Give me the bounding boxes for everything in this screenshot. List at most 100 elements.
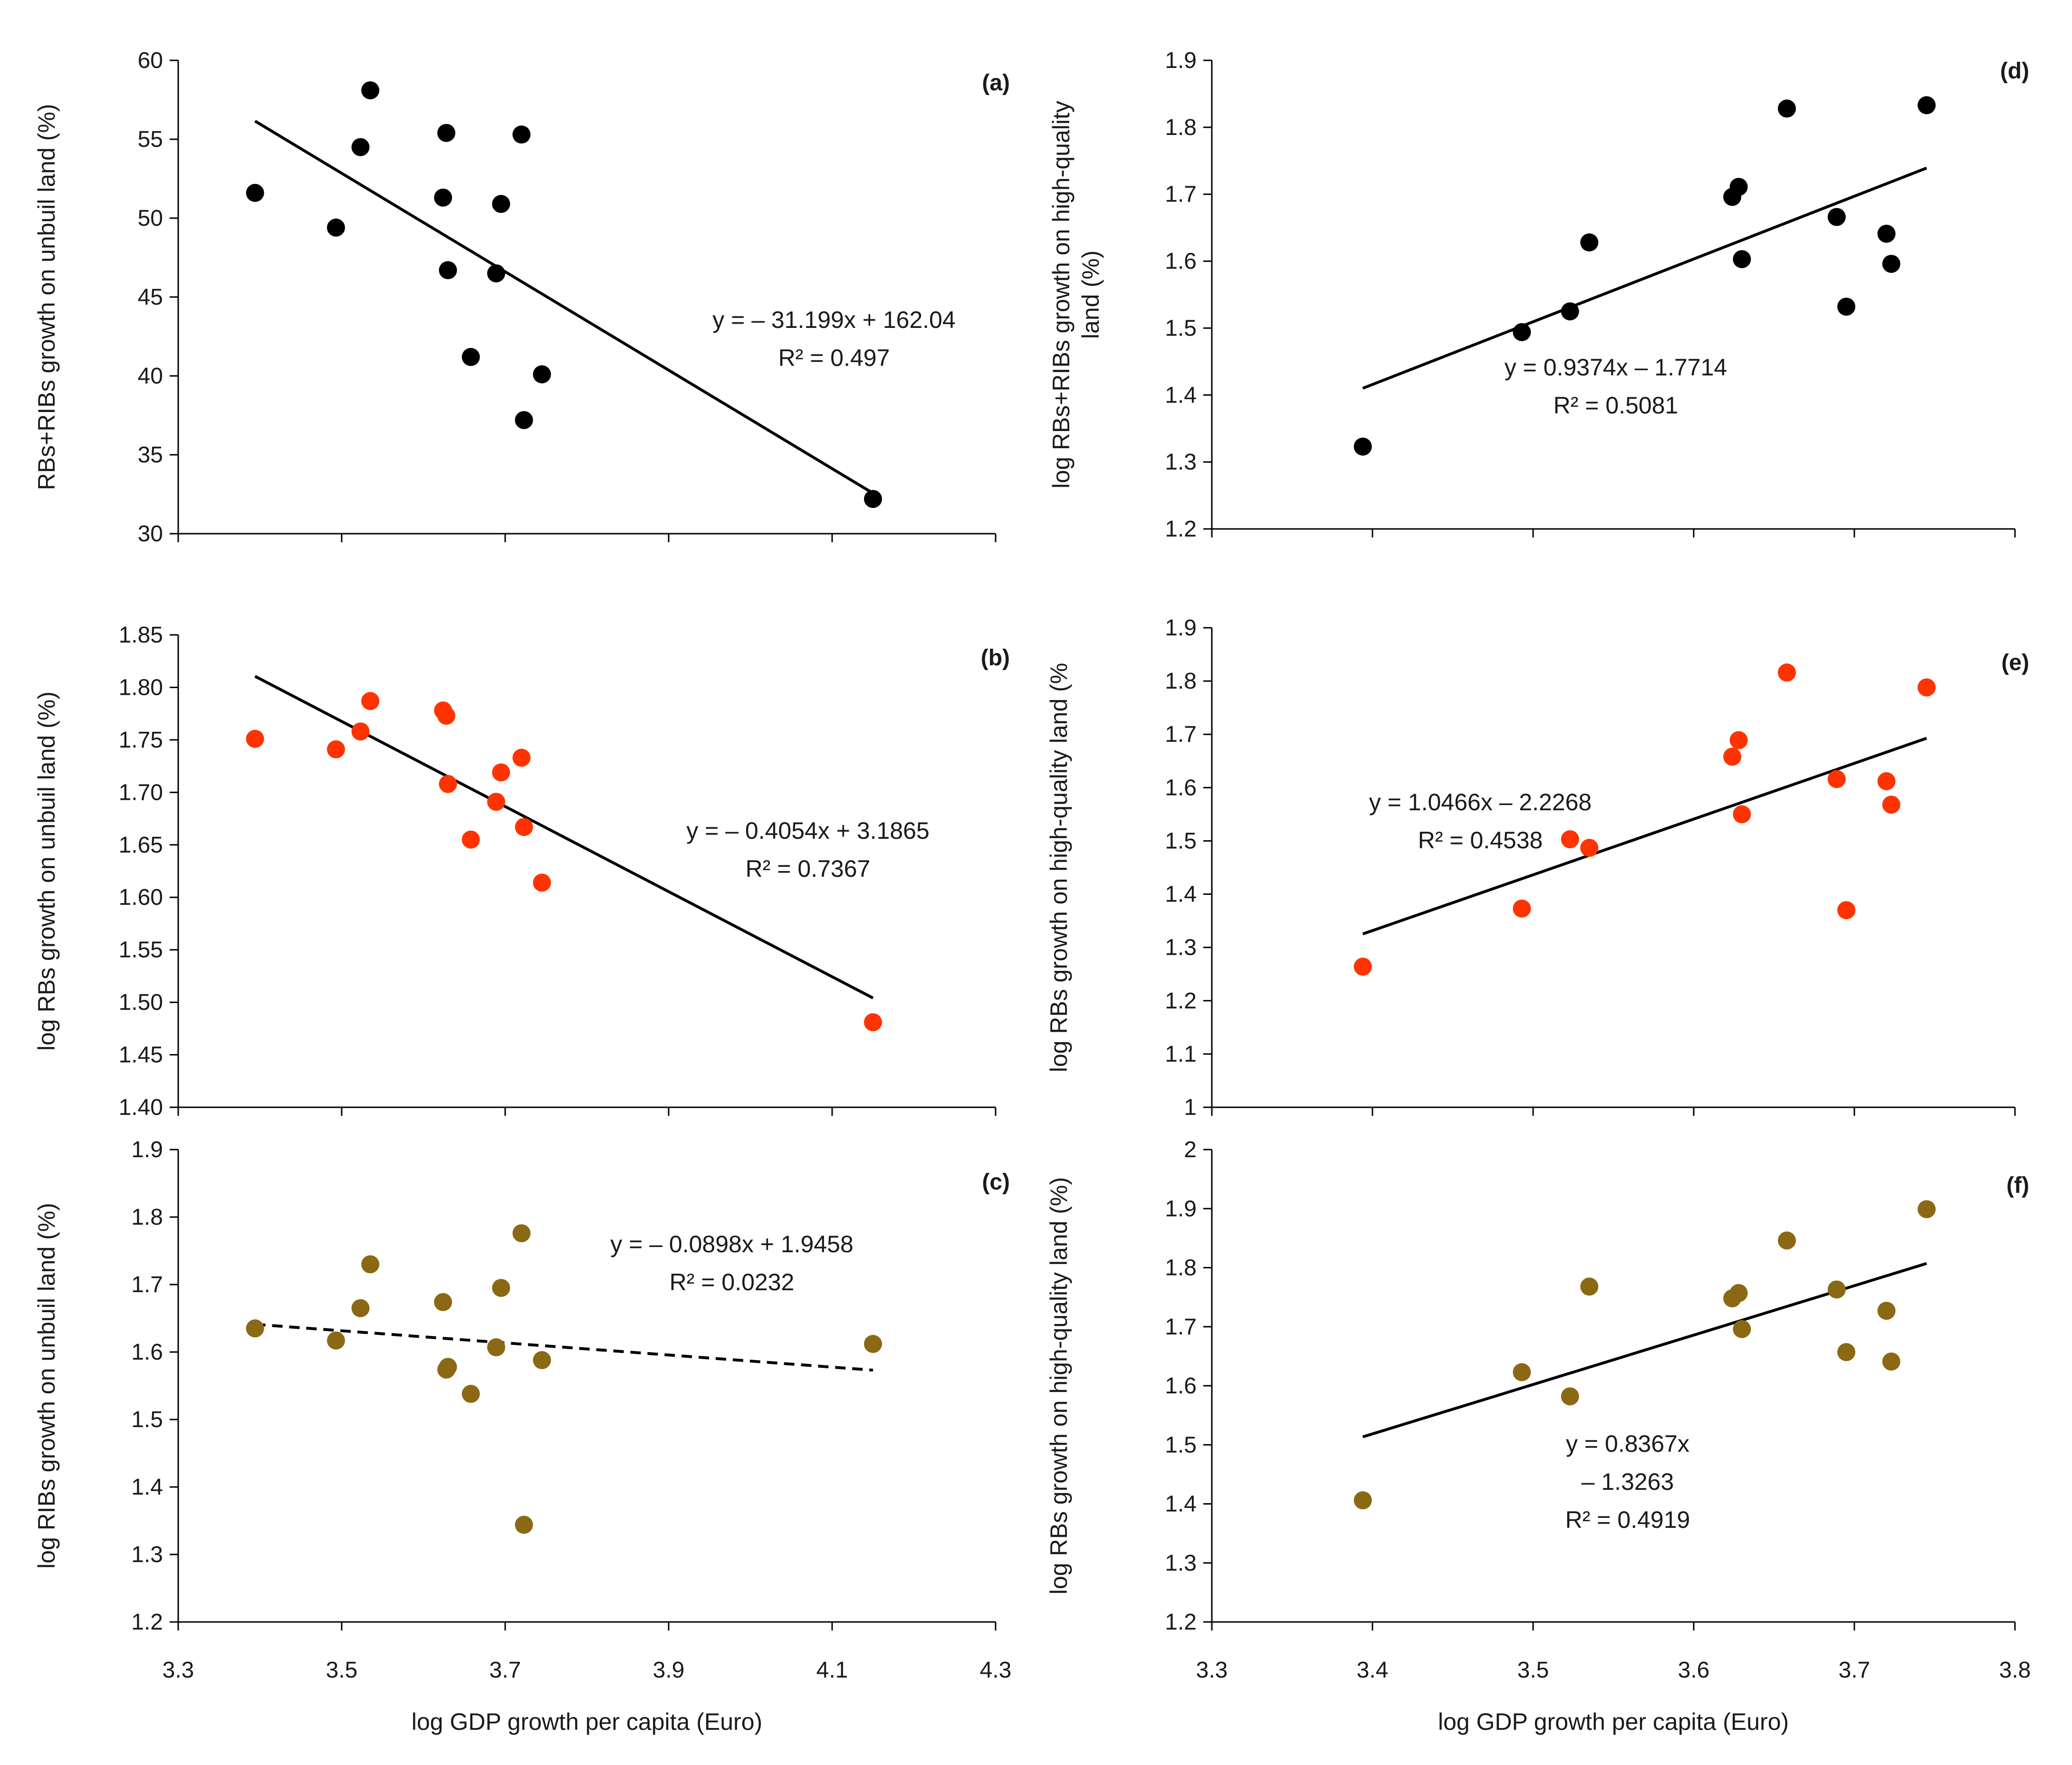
panel-label-f: (f) [2006,1173,2029,1198]
data-point [1729,1284,1748,1302]
data-point [492,763,510,782]
y-tick-label: 1.2 [1165,988,1197,1014]
data-point [1580,1277,1599,1296]
x-axis-title-f: log GDP growth per capita (Euro) [1438,1708,1789,1735]
y-tick-label: 1.6 [131,1340,163,1365]
data-point [1580,233,1599,252]
y-tick-label: 1.7 [1165,722,1197,747]
y-tick-label: 1.4 [1165,1492,1197,1517]
equation-text: y = – 0.4054x + 3.1865 [686,817,930,844]
y-tick-label: 1.9 [1165,615,1197,641]
x-tick-label: 3.9 [653,1658,685,1683]
panel-c: 1.2 1.3 1.4 1.5 1.6 1.7 1.8 1.9 3.3 3.5 3.7 3.9 4.1 4… [33,1137,1011,1735]
y-tick-label: 55 [138,127,163,152]
y-tick-label: 1.5 [1165,1432,1197,1458]
data-point [1561,302,1579,321]
data-point [326,218,345,237]
panel-e: 1 1.1 1.2 1.3 1.4 1.5 1.6 1.7 1.8 1.9 log RBs grow… [1046,615,2029,1120]
data-point [515,818,533,836]
data-point [512,748,531,767]
y-tick-label: 1.8 [1165,115,1197,140]
data-point [361,81,380,100]
x-tick-label: 3.7 [1839,1658,1871,1683]
panel-label-c: (c) [982,1170,1010,1195]
data-point [439,1358,457,1376]
y-tick-label: 1.7 [1165,182,1197,207]
data-point [246,183,264,202]
x-tick-label: 3.7 [489,1658,521,1683]
data-point [512,125,531,144]
r-squared-text: R² = 0.5081 [1554,392,1679,419]
r-squared-text: R² = 0.4919 [1565,1506,1690,1533]
y-tick-label: 1.6 [1165,249,1197,274]
panel-d: 1.2 1.3 1.4 1.5 1.6 1.7 1.8 1.9 log RBs+RIBs gro… [1048,48,2029,542]
y-tick-label: 40 [138,364,163,389]
data-point [351,138,370,156]
y-tick-label: 1.7 [1165,1314,1197,1340]
y-tick-label: 30 [138,521,163,547]
data-point [1561,830,1579,849]
data-point [361,1255,380,1274]
data-point [437,707,456,725]
y-tick-label: 1.60 [119,885,163,910]
data-point [351,1299,370,1317]
panel-label-b: (b) [981,645,1010,671]
x-axis-title-c: log GDP growth per capita (Euro) [412,1708,762,1735]
trendline-e [1362,737,1928,936]
x-tick-label: 3.4 [1357,1658,1389,1683]
trendline-a [254,120,874,495]
data-point [492,1279,510,1297]
data-point [246,1319,264,1338]
y-tick-label: 1.3 [131,1542,163,1567]
data-point [439,775,457,793]
y-tick-label: 1.9 [1165,48,1197,73]
data-point [1877,224,1896,243]
data-point [515,1516,533,1534]
y-tick-label: 1.55 [119,938,163,963]
data-point [1513,323,1531,341]
y-tick-label: 1.50 [119,990,163,1015]
data-point [246,729,264,748]
x-tick-label: 4.1 [816,1658,848,1683]
data-point [1353,437,1372,456]
y-tick-label: 1.8 [131,1205,163,1230]
data-point [1882,255,1900,273]
y-tick-label: 1.3 [1165,450,1197,475]
data-point [1827,208,1846,226]
data-point [361,692,380,710]
data-point [461,348,480,366]
y-axis-title-d: log RBs+RIBs growth on high-quality [1048,101,1074,489]
x-tick-label: 3.6 [1678,1658,1710,1683]
y-axis-title-b: log RBs growth on unbuil land (%) [33,691,60,1051]
data-point [351,722,370,741]
data-point [434,188,452,207]
data-point [1778,99,1796,118]
y-tick-label: 1.3 [1165,935,1197,960]
equation-text: – 1.3263 [1582,1468,1674,1495]
data-point [864,489,882,508]
y-tick-label: 1.85 [119,623,163,648]
data-point [1729,731,1748,749]
y-axis-title-c: log RIBs growth on unbuil land (%) [33,1203,60,1569]
data-point [1723,748,1742,766]
data-point [461,1385,480,1403]
y-tick-label: 1.8 [1165,669,1197,694]
y-tick-label: 1.80 [119,675,163,700]
data-point [437,124,456,142]
y-axis-title-e: log RBs growth on high-quality land (% [1046,663,1072,1073]
data-point [1778,1231,1796,1250]
y-tick-label: 50 [138,206,163,231]
equation-text: y = – 31.199x + 162.04 [712,307,956,333]
y-tick-label: 60 [138,48,163,73]
y-tick-label: 1.5 [1165,316,1197,341]
data-point [533,873,551,892]
data-point [1778,663,1796,682]
x-tick-label: 3.8 [1999,1658,2031,1683]
data-point [1827,770,1846,788]
trendline-d [1362,166,1928,390]
y-axis-title-line2-d: land (%) [1077,250,1104,339]
data-point [1918,96,1936,115]
data-point [1729,178,1748,196]
data-point [1882,796,1900,814]
